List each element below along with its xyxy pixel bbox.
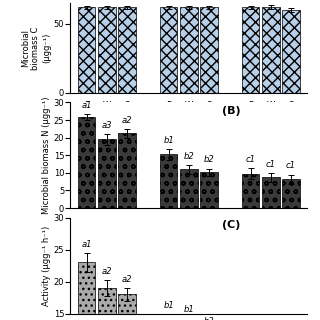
Bar <box>118 294 136 320</box>
Text: S: S <box>124 218 130 227</box>
Text: AL: AL <box>184 113 194 122</box>
Text: W: W <box>103 101 111 110</box>
Bar <box>78 7 95 93</box>
Text: W: W <box>185 101 193 110</box>
Text: R: R <box>84 101 90 110</box>
Text: b2: b2 <box>183 152 194 161</box>
Text: R: R <box>248 101 253 110</box>
Text: b2: b2 <box>204 155 214 164</box>
Bar <box>282 179 300 208</box>
Text: a3: a3 <box>101 121 112 130</box>
Text: S: S <box>288 218 294 227</box>
Text: DL: DL <box>101 231 112 240</box>
Text: b3: b3 <box>204 317 214 320</box>
Text: b1: b1 <box>163 136 174 145</box>
Bar <box>200 172 218 208</box>
Text: a1: a1 <box>81 101 92 110</box>
Bar <box>262 177 280 208</box>
Text: W: W <box>185 218 193 227</box>
Bar <box>180 7 198 93</box>
Text: S: S <box>124 101 130 110</box>
Bar <box>242 173 260 208</box>
Text: DL: DL <box>101 113 112 122</box>
Text: S: S <box>206 218 212 227</box>
Text: W: W <box>267 101 275 110</box>
Text: c1: c1 <box>266 160 276 169</box>
Text: R: R <box>248 218 253 227</box>
Text: (C): (C) <box>222 220 241 230</box>
Bar <box>98 7 116 93</box>
Text: a2: a2 <box>122 275 132 284</box>
Bar <box>118 7 136 93</box>
Bar <box>282 10 300 93</box>
Text: a2: a2 <box>101 267 112 276</box>
Bar <box>160 7 178 93</box>
Y-axis label: Microbial
biomass C
(μgg⁻¹): Microbial biomass C (μgg⁻¹) <box>21 26 51 70</box>
Text: W: W <box>267 218 275 227</box>
Y-axis label: Activity (μgg⁻¹ h⁻¹): Activity (μgg⁻¹ h⁻¹) <box>42 226 51 306</box>
Bar <box>160 155 178 208</box>
Text: AL: AL <box>184 231 194 240</box>
Text: BL: BL <box>266 113 276 122</box>
Text: c1: c1 <box>286 161 296 170</box>
Bar <box>78 117 95 208</box>
Text: R: R <box>84 218 90 227</box>
Text: b1: b1 <box>163 301 174 310</box>
Text: W: W <box>103 218 111 227</box>
Text: S: S <box>206 101 212 110</box>
Bar <box>98 288 116 320</box>
Bar <box>118 133 136 208</box>
Text: a2: a2 <box>122 116 132 125</box>
Bar <box>180 169 198 208</box>
Bar <box>242 7 260 93</box>
Text: a1: a1 <box>81 240 92 249</box>
Bar <box>78 262 95 320</box>
Y-axis label: Microbial biomass N (μgg⁻¹): Microbial biomass N (μgg⁻¹) <box>42 96 51 214</box>
Text: BL: BL <box>266 231 276 240</box>
Text: R: R <box>166 218 172 227</box>
Text: c1: c1 <box>246 155 256 164</box>
Text: (B): (B) <box>222 106 241 116</box>
Text: S: S <box>288 101 294 110</box>
Text: b1: b1 <box>183 305 194 314</box>
Bar <box>262 7 280 93</box>
Bar <box>98 140 116 208</box>
Text: R: R <box>166 101 172 110</box>
Bar <box>200 7 218 93</box>
